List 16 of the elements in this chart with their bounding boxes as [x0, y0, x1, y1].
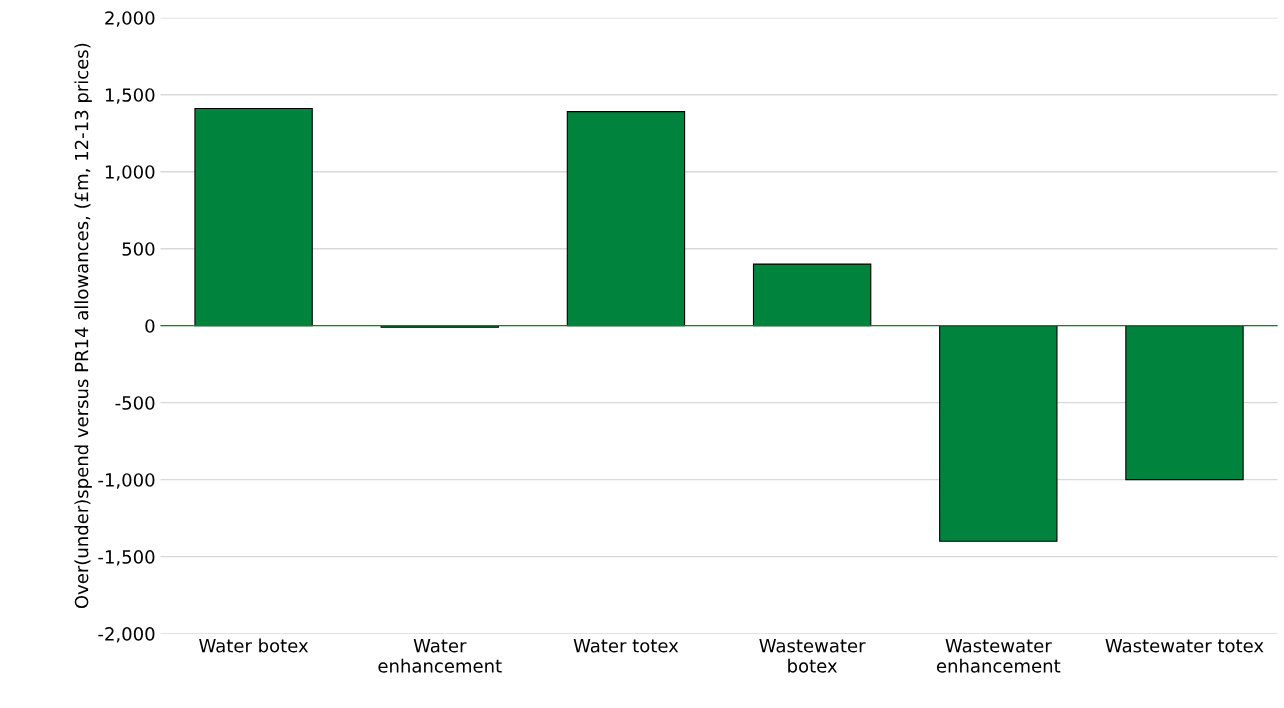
y-tick-label: 1,500 — [105, 88, 155, 104]
y-tick-label: 2,000 — [105, 11, 155, 27]
y-tick-label: -1,500 — [98, 550, 155, 566]
y-tick-label: -2,000 — [98, 627, 155, 643]
y-tick-label: 1,000 — [105, 165, 155, 181]
y-axis-title: Over(under)spend versus PR14 allowances, (£m, 12-13 prices) — [74, 43, 92, 609]
y-tick-label: 500 — [122, 242, 155, 256]
x-tick-label: Wastewater botex — [759, 639, 866, 673]
x-tick-label: Wastewater enhancement — [936, 639, 1061, 673]
x-tick-label: Water enhancement — [378, 639, 502, 673]
y-tick-label: -500 — [115, 396, 155, 410]
x-tick-label: Water totex — [573, 639, 679, 653]
y-tick-label: -1,000 — [98, 473, 155, 489]
x-tick-label: Wastewater totex — [1105, 639, 1264, 653]
x-tick-label: Water botex — [199, 638, 309, 653]
y-tick-label: 0 — [145, 319, 155, 333]
